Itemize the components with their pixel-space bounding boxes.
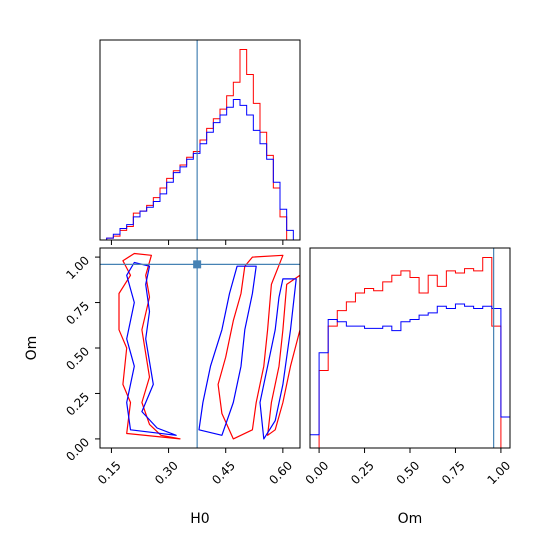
hist-om-xtick-label: 0.25: [348, 458, 377, 487]
contour-h0-om-ytick-label: 0.00: [63, 435, 92, 464]
contour-h0-om-xtick-label: 0.45: [209, 458, 238, 487]
contour-h0-om-ytick-label: 0.50: [63, 344, 92, 373]
hist-om-xlabel: Om: [398, 511, 423, 527]
hist-om-xtick-label: 1.00: [484, 458, 513, 487]
contour-h0-om-run_b-contour: [198, 265, 257, 436]
contour-h0-om-ytick-label: 1.00: [63, 253, 92, 282]
hist-h0-frame: [99, 39, 301, 241]
hist-h0-panel: [99, 39, 301, 245]
hist-om-xtick-label: 0.50: [394, 458, 423, 487]
contour-h0-om-xlabel: H0: [190, 511, 209, 527]
contour-h0-om-run_a-contour: [118, 252, 181, 440]
hist-om-panel: 0.00 0.25 0.50 0.75 1.00 Om: [303, 247, 513, 527]
hist-om-run_a-step: [310, 257, 510, 449]
contour-h0-om-xtick-label: 0.30: [152, 458, 181, 487]
hist-om-run_b-step: [309, 303, 511, 448]
contour-h0-om-run_b-contour: [259, 278, 297, 440]
hist-om-xtick-label: 0.00: [303, 458, 332, 487]
contour-h0-om-ytick-label: 0.25: [63, 390, 92, 419]
contour-h0-om-xtick-label: 0.15: [95, 458, 124, 487]
contour-h0-om-ylabel: Om: [24, 336, 40, 361]
contour-h0-om-xtick-label: 0.60: [266, 458, 295, 487]
contour-h0-om-plot-area: [100, 248, 300, 448]
contour-h0-om-run_a-contour: [217, 254, 284, 440]
hist-h0-run_b-step: [100, 99, 300, 241]
contour-h0-om-truth-marker: [193, 260, 202, 269]
contour-h0-om-panel: 0.15 0.30 0.45 0.60 0.00 0.25 0.50 0.75 1.00 H0 Om: [24, 247, 301, 527]
contour-h0-om-ytick-label: 0.75: [63, 299, 92, 328]
hist-om-frame: [309, 247, 511, 449]
hist-om-xtick-label: 0.75: [439, 458, 468, 487]
contour-h0-om-run_a-contour: [267, 274, 300, 436]
contour-h0-om-run_b-contour: [126, 261, 177, 436]
